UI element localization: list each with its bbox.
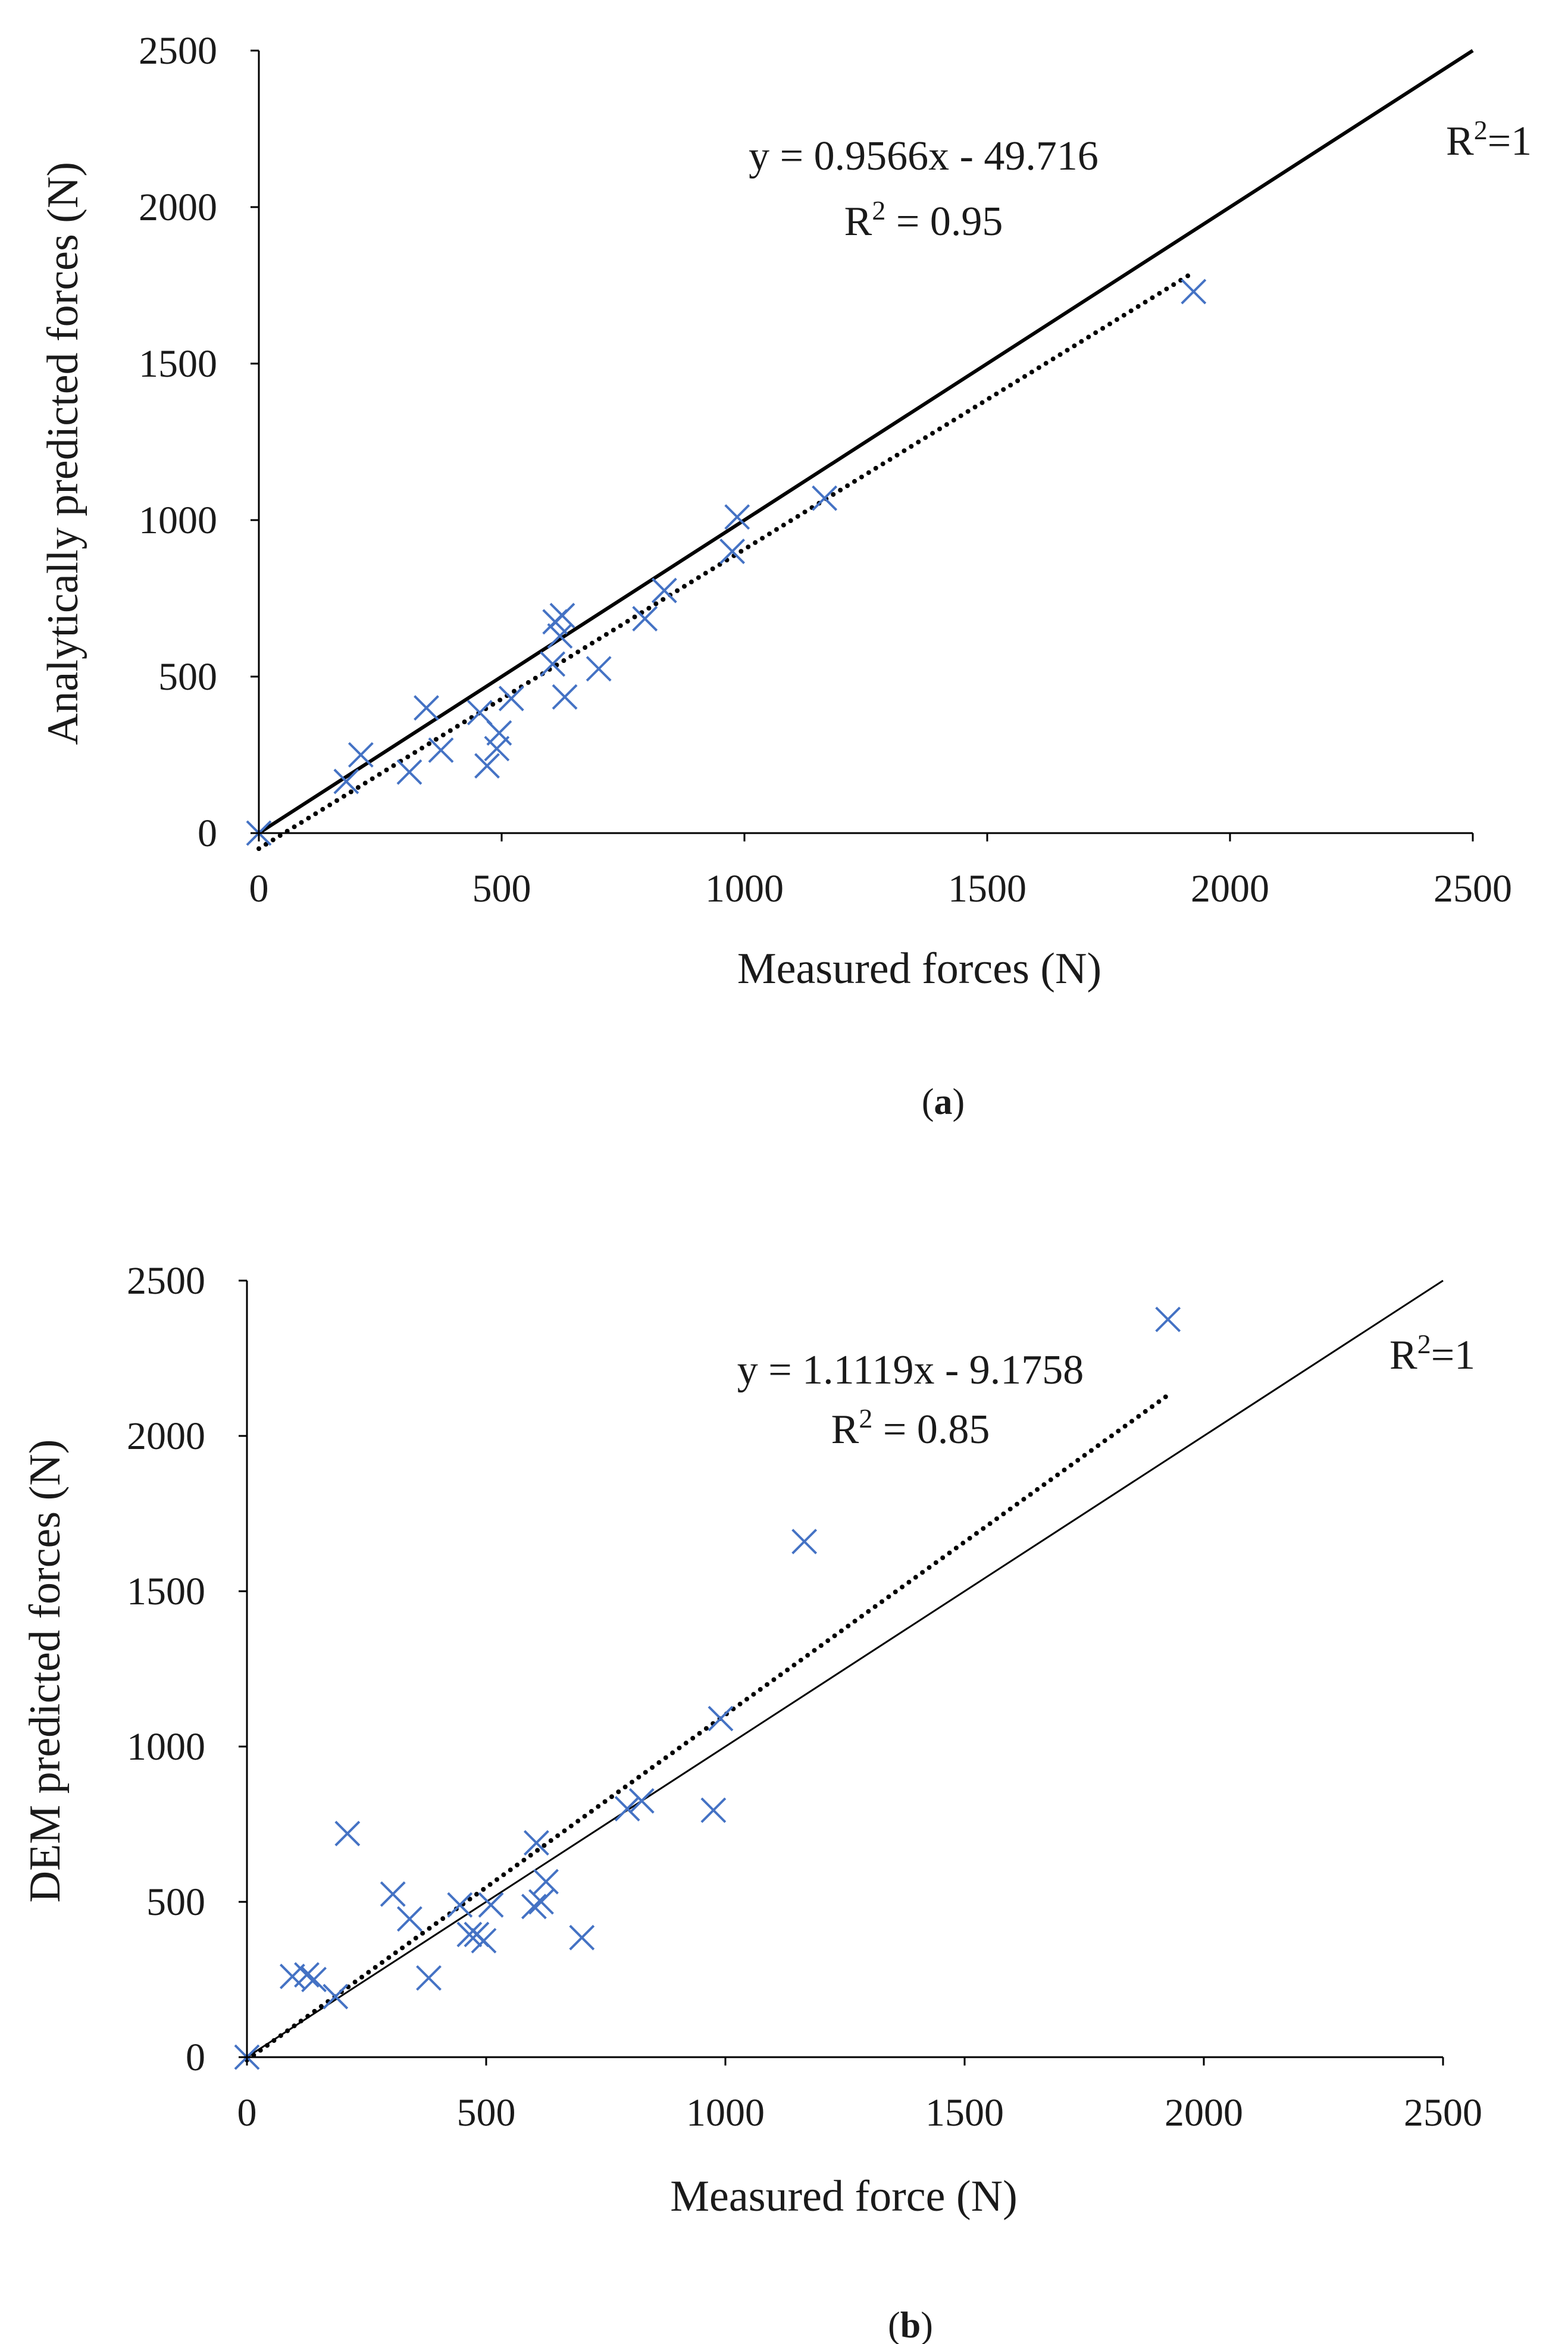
x-tick-label: 500	[457, 2091, 516, 2135]
data-point	[724, 504, 750, 530]
data-point	[1155, 1306, 1181, 1332]
trend-equation-a: y = 0.9566x - 49.716	[749, 133, 1098, 179]
y-tick-label: 1500	[139, 342, 217, 386]
y-tick-label: 1000	[127, 1725, 205, 1769]
y-tick-label: 1500	[127, 1570, 205, 1613]
y-ticks-a: 0 500 1000 1500 2000 2500	[139, 29, 259, 855]
data-point	[498, 686, 524, 712]
x-tick-label: 1000	[686, 2091, 765, 2135]
r2-annotation-b: R2 = 0.85	[831, 1403, 990, 1453]
data-point	[471, 1927, 497, 1954]
y-tick-label: 1000	[139, 499, 217, 542]
y-tick-label: 500	[146, 1880, 205, 1924]
data-point	[323, 1983, 349, 2010]
x-axis-title-a: Measured forces (N)	[737, 944, 1101, 993]
data-point	[540, 651, 566, 677]
data-point	[348, 742, 374, 768]
data-point	[651, 577, 677, 603]
y-axis-title-a: Analytically predicted forces (N)	[39, 162, 87, 745]
data-point	[569, 1924, 595, 1951]
data-point	[552, 684, 578, 710]
data-point	[484, 736, 510, 762]
data-point	[447, 1892, 473, 1918]
chart-panel-a: 0 500 1000 1500 2000 2500 0 500 1000 1500 2000 250…	[39, 29, 1532, 1122]
data-point	[700, 1797, 727, 1823]
data-point	[396, 1906, 422, 1932]
data-point	[396, 759, 422, 785]
trend-line-b	[245, 1392, 1170, 2063]
y-tick-label: 2500	[127, 1259, 205, 1303]
marks-b	[234, 1279, 1444, 2070]
x-tick-label: 1500	[948, 867, 1026, 910]
data-point	[301, 1967, 327, 1992]
data-point	[614, 1795, 640, 1822]
y-ticks-b: 0 500 1000 1500 2000 2500	[127, 1259, 247, 2079]
data-point	[428, 737, 454, 763]
identity-label-a: R2=1	[1446, 115, 1532, 164]
y-tick-label: 0	[186, 2036, 205, 2079]
x-tick-label: 2500	[1404, 2091, 1482, 2135]
identity-label-b: R2=1	[1389, 1329, 1475, 1378]
x-tick-label: 500	[472, 867, 531, 910]
y-tick-label: 0	[198, 812, 217, 855]
x-tick-label: 0	[237, 2091, 257, 2135]
data-point	[334, 1820, 361, 1847]
x-ticks-a: 0 500 1000 1500 2000 2500	[249, 833, 1512, 910]
data-point	[533, 1869, 559, 1895]
x-tick-label: 1500	[925, 2091, 1004, 2135]
caption-b: (b)	[888, 2305, 933, 2344]
data-point	[586, 656, 612, 682]
x-axis-title-b: Measured force (N)	[670, 2172, 1017, 2221]
x-ticks-b: 0 500 1000 1500 2000 2500	[237, 2057, 1482, 2135]
chart-panel-b: 0 500 1000 1500 2000 2500 0 500 1000 1500 2000 250…	[21, 1259, 1482, 2344]
data-point	[380, 1881, 406, 1907]
data-point	[632, 606, 658, 632]
x-tick-label: 2000	[1165, 2091, 1243, 2135]
y-tick-label: 2500	[139, 29, 217, 73]
data-point	[294, 1962, 320, 1988]
y-tick-label: 2000	[139, 186, 217, 229]
data-point	[521, 1894, 547, 1920]
identity-line-b	[246, 1279, 1444, 2058]
data-point	[549, 603, 575, 628]
y-axis-title-b: DEM predicted forces (N)	[21, 1439, 70, 1903]
data-point	[719, 539, 746, 565]
data-point	[456, 1921, 483, 1948]
y-tick-label: 500	[158, 655, 217, 699]
marks-a	[246, 49, 1474, 852]
x-tick-label: 0	[249, 867, 269, 910]
data-point	[528, 1889, 554, 1915]
x-tick-label: 2000	[1191, 867, 1269, 910]
data-point	[486, 720, 512, 746]
data-point	[414, 695, 439, 721]
data-point	[1181, 278, 1207, 305]
data-point	[708, 1705, 734, 1732]
trend-equation-b: y = 1.1119x - 9.1758	[737, 1347, 1084, 1393]
trend-line-a	[256, 270, 1196, 852]
caption-a: (a)	[922, 1082, 965, 1122]
x-tick-label: 1000	[705, 867, 784, 910]
data-point	[812, 485, 838, 511]
data-point	[547, 623, 573, 649]
data-point	[333, 768, 359, 794]
data-point	[791, 1529, 818, 1554]
data-point	[524, 1830, 549, 1856]
data-point	[416, 1965, 442, 1991]
data-point	[628, 1788, 655, 1814]
data-point	[467, 700, 493, 725]
x-tick-label: 2500	[1434, 867, 1512, 910]
data-point	[474, 753, 500, 779]
y-tick-label: 2000	[127, 1414, 205, 1458]
r2-annotation-a: R2 = 0.95	[844, 195, 1003, 245]
identity-line-a	[258, 49, 1474, 835]
data-point	[478, 1892, 504, 1918]
